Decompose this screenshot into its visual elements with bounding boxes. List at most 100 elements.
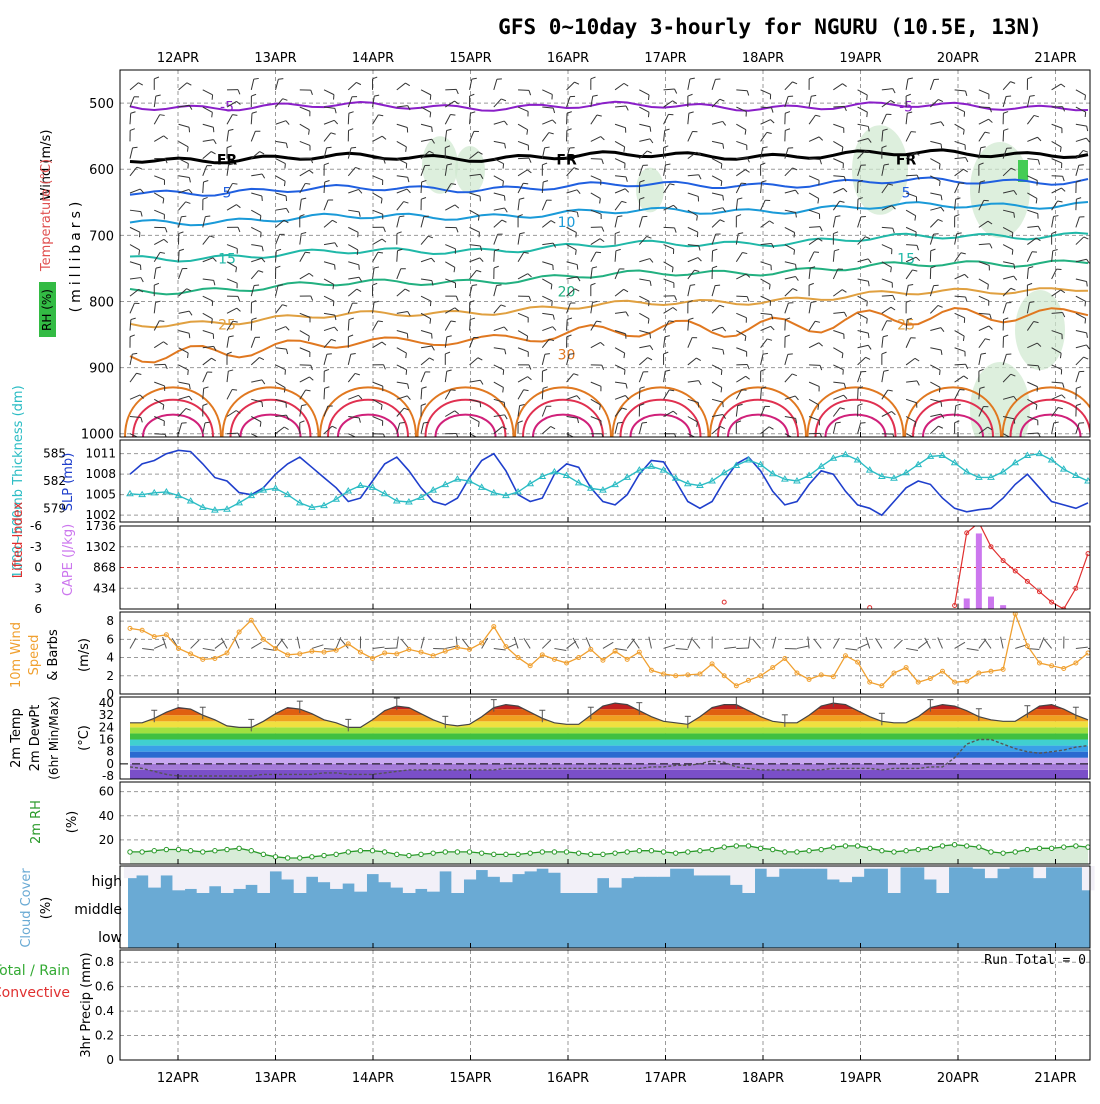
wind-barb [542,313,553,314]
wind-barb [736,141,746,145]
cloud-high-bar [718,866,731,875]
wind-barb-flag [1087,345,1090,349]
wind-barb-flag [1058,408,1063,409]
surface-isotherm [328,400,408,437]
temp-band [120,727,1090,733]
wind-barb-flag [761,369,766,371]
wind-barb-flag [624,353,625,358]
wind-barb-flag [431,258,434,262]
wind-barb-flag [723,327,726,331]
wind-barb-flag [543,181,548,182]
wind-barb [761,339,768,348]
wind-barb-flag [1036,405,1037,410]
wind-barb-flag [301,198,306,199]
wind-barb [373,382,383,386]
wind-barb-flag [332,220,336,222]
wind-barb-flag [504,196,505,201]
wind-barb [761,90,771,94]
upper-y-tick: 700 [89,229,114,244]
wind-barb [179,83,187,90]
wind-barb-flag [696,358,700,361]
wind-barb-flag [769,221,773,224]
wind-barb [615,365,625,370]
wind-barb [930,193,941,195]
cloud-high-bar [427,866,440,892]
rh2m-point [661,850,665,854]
wind-barb-flag [309,336,310,341]
wind-barb-flag [938,99,943,101]
wind-barb [421,236,428,244]
wind-barb [785,82,793,90]
wind-barb-flag [520,233,525,234]
date-label-top: 13APR [254,51,296,66]
wind-barb-flag [794,250,795,255]
wind-barb [1076,357,1084,365]
wind10m-barb [845,648,857,650]
wind-barb [1027,268,1028,279]
wind-barb-flag [164,239,168,242]
rh2m-label: 2m RH [29,800,44,844]
wind-barb [736,170,745,176]
wind-barb [251,131,255,141]
wind-barb-flag [186,408,191,410]
wind-barb-flag [815,321,820,322]
wind-barb-flag [1085,301,1086,306]
wind-barb [154,210,164,214]
wind-barb-flag [179,249,184,251]
wind-barb [397,141,407,146]
wind-barb [955,376,964,382]
cloud-panel [124,866,1095,948]
wind-barb-flag [615,232,620,234]
wind-barb [1076,165,1079,176]
wind-barb-flag [156,95,161,96]
wind-barb-flag [763,353,768,354]
cloud-high-bar [706,866,719,875]
wind-barb-flag [400,423,405,424]
cloud-high-bar [985,866,998,878]
wind-barb [882,114,887,124]
cloud-unit: (%) [39,897,54,920]
wind10m-barb [797,646,809,648]
wind-barb-flag [470,112,475,113]
wind-barb-flag [228,370,233,371]
wind-barb [615,423,618,434]
wind-barb-flag [908,284,913,285]
wind10m-barb [724,647,736,648]
wind-barb [833,382,844,383]
wind-barb-flag [276,249,281,250]
wind-barb [712,79,715,89]
wind-barb [615,159,625,164]
rh2m-point [298,856,302,860]
wind-barb-flag [227,146,232,148]
wind-barb [833,395,843,399]
wind-barb-flag [650,346,653,350]
wind-barb-flag [866,357,871,359]
wind-barb [639,139,650,142]
rh2m-point [467,850,471,854]
wind-barb [300,170,309,176]
surface-isotherm [816,400,896,437]
wind-barb [979,326,989,331]
wind-barb [276,193,287,196]
wind-barb-flag [769,427,773,429]
wind-barb [1003,245,1013,250]
wind10m-barb [649,637,652,649]
wind-barb [712,141,723,143]
wind-barb [833,423,835,434]
wind10m-label-2: Speed [27,635,42,676]
rh2m-point [722,845,726,849]
li-y-tick: 6 [34,602,42,616]
wind-barb [154,364,165,365]
wind-barb [542,120,552,124]
wind-barb [591,239,600,245]
temp2m-side-labels: 2m Temp 2m DewPt (6hr Min/Max) (°C) [9,696,92,780]
wind-barb [1076,345,1087,348]
wind-barb [688,227,698,232]
wind-barb [130,395,140,399]
wind-barb [955,157,966,158]
wind-barb-flag [1084,237,1089,239]
wind-barb [251,227,261,232]
wind-barb [906,270,912,279]
wind-barb-flag [1087,333,1088,338]
